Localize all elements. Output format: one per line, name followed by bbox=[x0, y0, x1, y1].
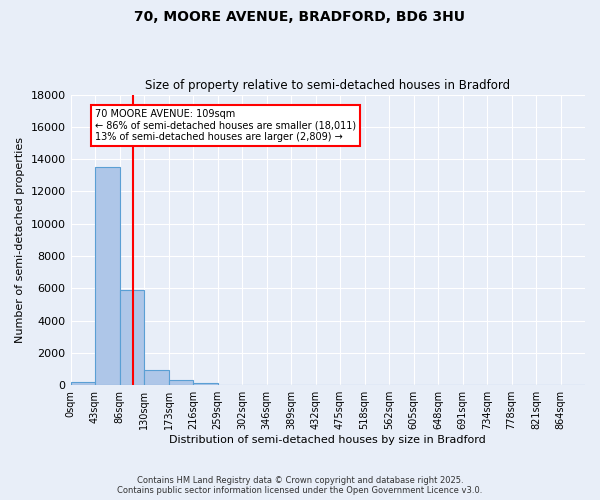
Bar bbox=[119, 290, 144, 385]
Y-axis label: Number of semi-detached properties: Number of semi-detached properties bbox=[15, 137, 25, 343]
Text: 70 MOORE AVENUE: 109sqm
← 86% of semi-detached houses are smaller (18,011)
13% o: 70 MOORE AVENUE: 109sqm ← 86% of semi-de… bbox=[95, 109, 356, 142]
Title: Size of property relative to semi-detached houses in Bradford: Size of property relative to semi-detach… bbox=[145, 79, 511, 92]
Text: 70, MOORE AVENUE, BRADFORD, BD6 3HU: 70, MOORE AVENUE, BRADFORD, BD6 3HU bbox=[134, 10, 466, 24]
Bar bbox=[71, 382, 95, 385]
Bar bbox=[169, 380, 193, 385]
Text: Contains HM Land Registry data © Crown copyright and database right 2025.
Contai: Contains HM Land Registry data © Crown c… bbox=[118, 476, 482, 495]
X-axis label: Distribution of semi-detached houses by size in Bradford: Distribution of semi-detached houses by … bbox=[169, 435, 486, 445]
Bar bbox=[144, 370, 169, 385]
Bar bbox=[95, 167, 119, 385]
Bar bbox=[193, 384, 218, 385]
